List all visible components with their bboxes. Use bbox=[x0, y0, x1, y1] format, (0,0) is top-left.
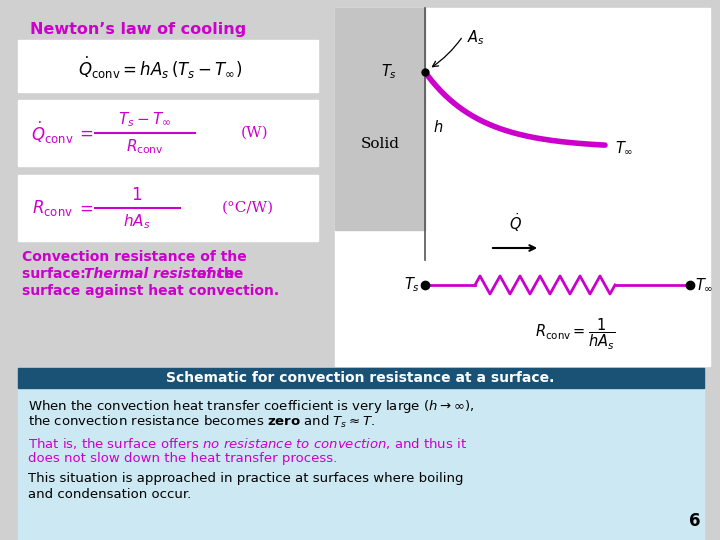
Text: and condensation occur.: and condensation occur. bbox=[28, 488, 192, 501]
Text: $R_{\rm conv} = \dfrac{1}{hA_s}$: $R_{\rm conv} = \dfrac{1}{hA_s}$ bbox=[535, 317, 615, 352]
Bar bbox=[18, 100, 318, 166]
Text: surface against heat convection.: surface against heat convection. bbox=[22, 284, 279, 298]
Bar bbox=[335, 8, 425, 230]
Text: $T_\infty$: $T_\infty$ bbox=[615, 140, 634, 156]
Text: This situation is approached in practice at surfaces where boiling: This situation is approached in practice… bbox=[28, 472, 464, 485]
Text: $=$: $=$ bbox=[76, 199, 94, 217]
Text: the convection resistance becomes $\bf{zero}$ and $T_s \approx T$.: the convection resistance becomes $\bf{z… bbox=[28, 414, 375, 430]
Bar bbox=[335, 8, 710, 366]
Text: $R_{\rm conv}$: $R_{\rm conv}$ bbox=[126, 138, 164, 157]
Text: Thermal resistance: Thermal resistance bbox=[84, 267, 234, 281]
Bar bbox=[18, 175, 318, 241]
Text: $=$: $=$ bbox=[76, 125, 94, 141]
Text: $h$: $h$ bbox=[433, 119, 444, 135]
Text: (W): (W) bbox=[241, 126, 269, 140]
Text: That is, the surface offers $\it{no\ resistance\ to\ convection}$, and thus it: That is, the surface offers $\it{no\ res… bbox=[28, 436, 467, 451]
Text: Schematic for convection resistance at a surface.: Schematic for convection resistance at a… bbox=[166, 371, 554, 385]
Text: (°C/W): (°C/W) bbox=[222, 201, 274, 215]
Text: Solid: Solid bbox=[361, 137, 400, 151]
Text: $hA_s$: $hA_s$ bbox=[123, 213, 150, 231]
Text: $\dot{Q}$: $\dot{Q}$ bbox=[508, 211, 521, 234]
Text: does not slow down the heat transfer process.: does not slow down the heat transfer pro… bbox=[28, 452, 337, 465]
Text: 6: 6 bbox=[688, 512, 700, 530]
Text: $T_s - T_\infty$: $T_s - T_\infty$ bbox=[119, 111, 171, 130]
Text: of the: of the bbox=[192, 267, 243, 281]
Text: When the convection heat transfer coefficient is very large ($h \rightarrow \inf: When the convection heat transfer coeffi… bbox=[28, 398, 474, 415]
Text: $1$: $1$ bbox=[132, 186, 143, 204]
Text: Newton’s law of cooling: Newton’s law of cooling bbox=[30, 22, 246, 37]
Text: $A_s$: $A_s$ bbox=[467, 28, 485, 46]
Text: $\dot{Q}_{\rm conv} = hA_s\,(T_s - T_\infty)$: $\dot{Q}_{\rm conv} = hA_s\,(T_s - T_\in… bbox=[78, 55, 242, 81]
Text: $T_\infty$: $T_\infty$ bbox=[695, 276, 714, 293]
Bar bbox=[18, 40, 318, 92]
Text: $T_s$: $T_s$ bbox=[404, 275, 420, 294]
Bar bbox=[18, 388, 704, 540]
Text: $T_s$: $T_s$ bbox=[381, 63, 397, 82]
Text: $R_{\rm conv}$: $R_{\rm conv}$ bbox=[32, 198, 73, 218]
Text: Convection resistance of the: Convection resistance of the bbox=[22, 250, 247, 264]
Text: $\dot{Q}_{\rm conv}$: $\dot{Q}_{\rm conv}$ bbox=[31, 120, 73, 146]
Text: surface:: surface: bbox=[22, 267, 91, 281]
Bar bbox=[18, 368, 704, 388]
